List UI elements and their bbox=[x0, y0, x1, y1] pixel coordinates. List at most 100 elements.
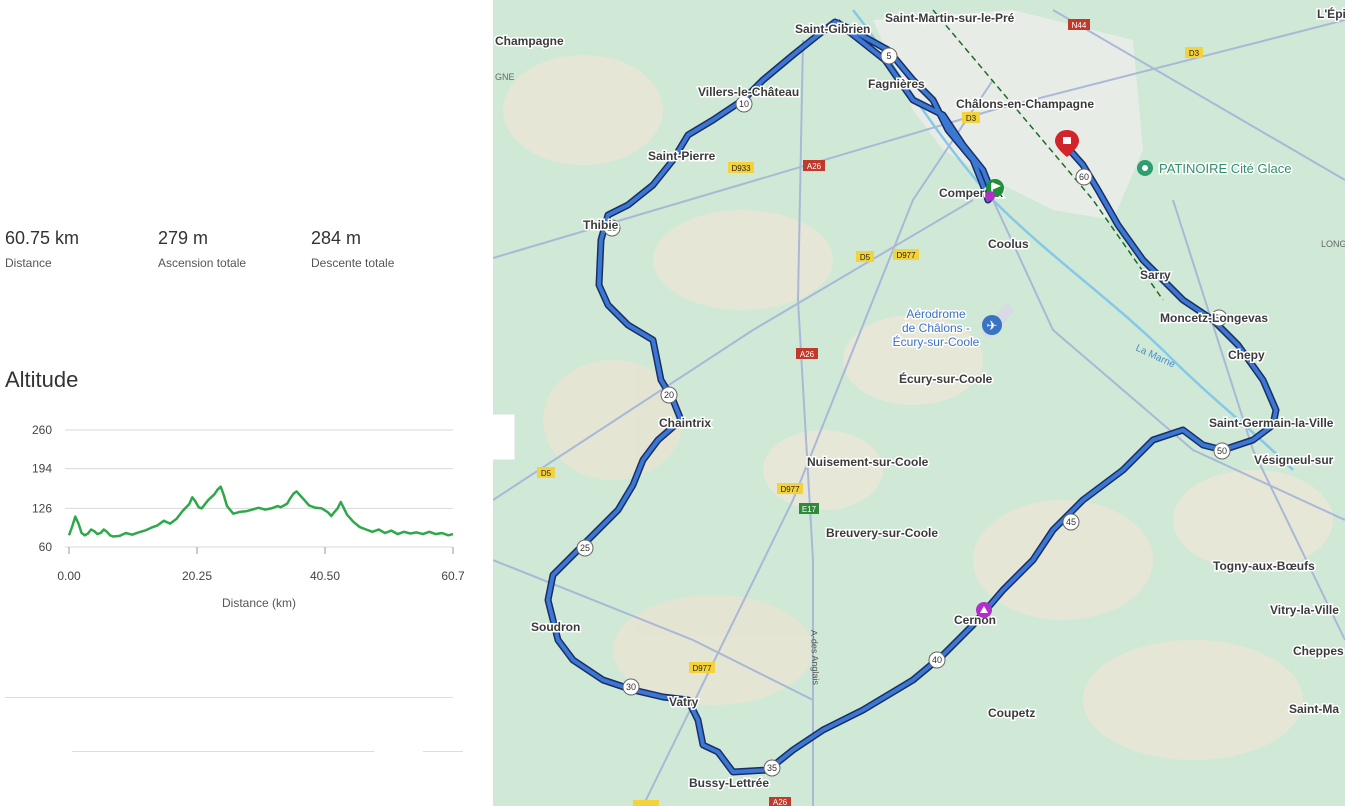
route-map[interactable]: 5 10 15 20 25 30 35 40 45 50 55 60 N44 D… bbox=[493, 0, 1345, 806]
road-shield: A26 bbox=[803, 160, 825, 171]
svg-text:D3: D3 bbox=[966, 114, 977, 123]
place-label: Moncetz-Longevas bbox=[1160, 311, 1268, 325]
svg-text:D5: D5 bbox=[860, 253, 871, 262]
ascent-value: 279 m bbox=[158, 228, 209, 248]
svg-text:A26: A26 bbox=[807, 162, 822, 171]
airport-labels: Aérodrome de Châlons - Écury-sur-Coole bbox=[891, 306, 981, 351]
road-shield: N44 bbox=[1068, 19, 1090, 30]
chart-grid bbox=[65, 429, 453, 548]
place-label: Saint-Pierre bbox=[648, 149, 716, 163]
road-shield: D5 bbox=[537, 467, 555, 478]
route-summary-panel: 60.75 km Distance 279 m Ascension totale… bbox=[0, 0, 493, 806]
road-shield: A26 bbox=[769, 797, 791, 806]
km-marker: 30 bbox=[622, 678, 640, 696]
x-axis-label: Distance (km) bbox=[222, 596, 296, 610]
svg-text:D933: D933 bbox=[731, 164, 751, 173]
y-tick-label: 194 bbox=[32, 462, 52, 476]
road-shield: D977 bbox=[777, 483, 803, 494]
place-label: Vitry-la-Ville bbox=[1270, 603, 1339, 617]
svg-text:N44: N44 bbox=[1072, 21, 1087, 30]
x-tick-label: 40.50 bbox=[310, 569, 340, 583]
altitude-title: Altitude bbox=[5, 367, 79, 392]
svg-text:60: 60 bbox=[1079, 172, 1089, 182]
airport-label: Aérodrome bbox=[906, 307, 966, 321]
poi-pin-icon bbox=[1137, 160, 1153, 176]
svg-text:15: 15 bbox=[607, 223, 617, 233]
svg-text:D977: D977 bbox=[896, 251, 916, 260]
place-label: Châlons-en-Champagne bbox=[956, 97, 1094, 111]
x-tick-label: 0.00 bbox=[57, 569, 81, 583]
place-label: Thibie bbox=[583, 218, 619, 232]
waypoint-marker-icon bbox=[976, 602, 992, 618]
place-label: Villers-le-Château bbox=[698, 85, 799, 99]
descent-label: Descente totale bbox=[311, 256, 395, 270]
svg-text:25: 25 bbox=[580, 543, 590, 553]
waypoint-marker-icon bbox=[985, 191, 995, 201]
distance-label: Distance bbox=[5, 256, 52, 270]
road-shields: N44 D3 D3 D933 A26 D5 D977 A26 D5 D977 E… bbox=[537, 19, 1203, 806]
km-marker: 55 bbox=[1210, 309, 1228, 327]
place-label: Saint-Germain-la-Ville bbox=[1209, 416, 1334, 430]
svg-text:D977: D977 bbox=[692, 664, 712, 673]
svg-text:E17: E17 bbox=[802, 505, 817, 514]
place-label: Coolus bbox=[988, 237, 1029, 251]
ascent-label: Ascension totale bbox=[158, 256, 247, 270]
airport-label: de Châlons - bbox=[902, 321, 970, 335]
distance-value: 60.75 km bbox=[5, 228, 80, 248]
svg-text:55: 55 bbox=[1214, 313, 1224, 323]
city-area bbox=[873, 10, 1143, 220]
chart-y-ticks: 260 194 126 60 bbox=[32, 423, 52, 554]
km-marker: 50 bbox=[1213, 442, 1231, 460]
y-tick-label: 126 bbox=[32, 501, 52, 515]
divider bbox=[423, 751, 463, 752]
place-label: Sarry bbox=[1140, 268, 1171, 282]
svg-text:✈: ✈ bbox=[987, 318, 998, 333]
km-marker: 45 bbox=[1062, 513, 1080, 531]
svg-text:D977: D977 bbox=[780, 485, 800, 494]
road-shield: D977 bbox=[689, 662, 715, 673]
place-label: L'Épi bbox=[1317, 6, 1345, 21]
place-label: Tognу-aux-Bœufs bbox=[1213, 559, 1315, 573]
descent-value: 284 m bbox=[311, 228, 362, 248]
place-label: Cheppes bbox=[1293, 644, 1344, 658]
river-label: La Marne bbox=[1134, 343, 1177, 371]
road-shield: E17 bbox=[799, 503, 819, 514]
km-marker: 15 bbox=[603, 219, 621, 237]
chart-x-ticks: 0.00 20.25 40.50 60.7 bbox=[57, 547, 465, 583]
place-label: Breuvery-sur-Coole bbox=[826, 526, 938, 540]
place-label: Chepy bbox=[1228, 348, 1265, 362]
km-marker: 40 bbox=[928, 651, 946, 669]
road-shield: D5 bbox=[856, 251, 874, 262]
svg-text:45: 45 bbox=[1066, 517, 1076, 527]
airport-icon: ✈ bbox=[982, 315, 1002, 335]
km-marker: 10 bbox=[735, 95, 753, 113]
place-label: Vésigneul-sur bbox=[1254, 453, 1334, 467]
y-tick-label: 260 bbox=[32, 423, 52, 437]
place-label: Champagne bbox=[495, 34, 564, 48]
divider bbox=[5, 697, 453, 698]
svg-text:A26: A26 bbox=[800, 350, 815, 359]
panel-collapse-tab[interactable] bbox=[493, 414, 515, 460]
km-marker: 60 bbox=[1075, 168, 1093, 186]
km-marker: 35 bbox=[763, 759, 781, 777]
svg-text:35: 35 bbox=[767, 763, 777, 773]
x-tick-label: 20.25 bbox=[182, 569, 212, 583]
altitude-chart[interactable]: 260 194 126 60 0.00 20.25 40.50 60.7 Distance … bbox=[0, 410, 480, 620]
svg-text:D5: D5 bbox=[541, 469, 552, 478]
place-label: Écury-sur-Coole bbox=[899, 371, 993, 386]
km-marker: 5 bbox=[880, 47, 898, 65]
place-label: Bussy-Lettrée bbox=[689, 776, 769, 790]
rail-lines bbox=[932, 9, 1164, 301]
place-label: Fagnières bbox=[868, 77, 925, 91]
divider bbox=[72, 751, 374, 752]
airport-label: Écury-sur-Coole bbox=[893, 334, 980, 349]
terrain-patches bbox=[503, 55, 1333, 760]
edge-label: GNE bbox=[495, 72, 515, 82]
place-label: Coupetz bbox=[988, 706, 1035, 720]
road-shield bbox=[633, 800, 659, 806]
svg-text:10: 10 bbox=[739, 99, 749, 109]
place-label: Vatry bbox=[669, 695, 699, 709]
altitude-line bbox=[67, 485, 454, 538]
road-shield: D3 bbox=[962, 112, 980, 123]
road-name-label: A-des Anglais bbox=[809, 630, 821, 686]
